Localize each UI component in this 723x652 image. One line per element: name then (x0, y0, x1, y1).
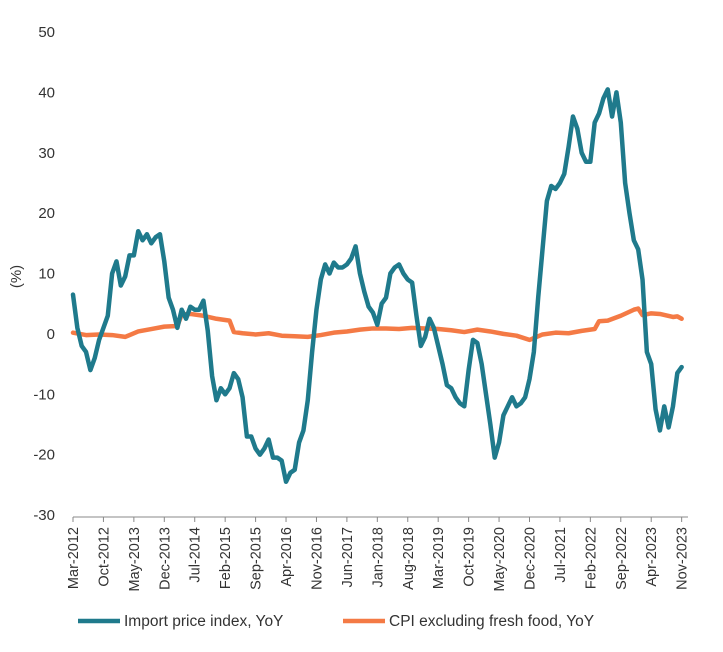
y-tick-label: 40 (38, 84, 55, 101)
x-tick-label: Jul-2014 (188, 527, 204, 583)
x-tick-label: Apr-2016 (279, 527, 295, 587)
x-tick-label: Feb-2015 (218, 527, 234, 589)
x-tick-label: Oct-2012 (96, 527, 112, 587)
x-tick-label: Dec-2020 (522, 527, 538, 590)
y-tick-label: -30 (33, 507, 55, 524)
y-tick-label: 0 (47, 326, 55, 343)
x-tick-label: Nov-2016 (309, 527, 325, 590)
y-tick-label: 10 (38, 266, 55, 283)
series-line-import-price (70, 87, 684, 485)
y-tick-label: -20 (33, 447, 55, 464)
x-tick-label: Mar-2012 (66, 527, 82, 589)
y-tick-label: 30 (38, 145, 55, 162)
y-tick-label: 50 (38, 24, 55, 41)
legend: Import price index, YoY CPI excluding fr… (78, 613, 594, 630)
x-tick-label: May-2013 (127, 527, 143, 591)
legend-label-import-price: Import price index, YoY (124, 613, 283, 630)
x-tick-label: Sep-2022 (614, 527, 630, 590)
x-tick-label: Sep-2015 (249, 527, 265, 590)
x-tick-label: Nov-2023 (675, 527, 691, 590)
y-tick-label: 20 (38, 205, 55, 222)
x-tick-label: Oct-2019 (462, 527, 478, 587)
legend-label-cpi-core: CPI excluding fresh food, YoY (389, 613, 594, 630)
x-axis-ticks: Mar-2012 Oct-2012 May-2013 Dec-2013 Jul-2014… (66, 517, 691, 591)
x-tick-label: Jul-2021 (553, 527, 569, 583)
x-tick-label: Dec-2013 (157, 527, 173, 590)
x-tick-label: Jan-2018 (370, 527, 386, 587)
y-tick-label: -10 (33, 386, 55, 403)
x-tick-label: Mar-2019 (431, 527, 447, 589)
x-tick-label: Feb-2022 (583, 527, 599, 589)
x-tick-label: Aug-2018 (401, 527, 417, 590)
y-axis-ticks: -30 -20 -10 0 10 20 30 40 50 (33, 24, 55, 524)
x-tick-label: Apr-2023 (644, 527, 660, 587)
x-tick-label: Jun-2017 (340, 527, 356, 587)
y-axis-label: (%) (8, 265, 25, 288)
x-tick-label: May-2020 (492, 527, 508, 591)
series-lines (70, 87, 684, 485)
